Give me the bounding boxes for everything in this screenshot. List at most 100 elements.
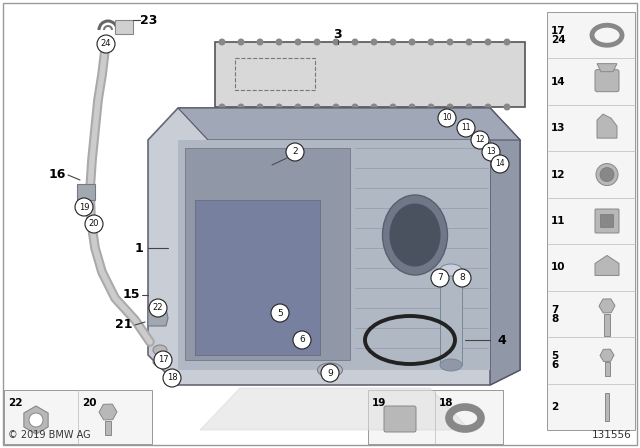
Circle shape: [294, 39, 301, 46]
Circle shape: [237, 39, 244, 46]
Bar: [235, 58, 315, 90]
Circle shape: [237, 103, 244, 111]
Ellipse shape: [390, 204, 440, 266]
Circle shape: [333, 103, 339, 111]
Text: 2: 2: [292, 147, 298, 156]
Text: 7: 7: [551, 305, 558, 315]
Text: 3: 3: [333, 29, 342, 42]
Text: 20: 20: [82, 398, 97, 408]
Text: 131556: 131556: [592, 430, 632, 440]
Polygon shape: [148, 308, 168, 326]
Circle shape: [504, 39, 511, 46]
Text: 10: 10: [442, 113, 452, 122]
FancyBboxPatch shape: [595, 209, 619, 233]
Circle shape: [447, 39, 454, 46]
Bar: [547, 12, 635, 430]
Text: 12: 12: [551, 169, 566, 180]
Circle shape: [431, 269, 449, 287]
Bar: [4, 390, 152, 444]
Text: 19: 19: [372, 398, 387, 408]
Circle shape: [390, 103, 397, 111]
Ellipse shape: [440, 264, 462, 276]
Circle shape: [491, 155, 509, 173]
Text: 6: 6: [299, 336, 305, 345]
Circle shape: [321, 364, 339, 382]
Circle shape: [257, 39, 264, 46]
Polygon shape: [195, 200, 320, 355]
Polygon shape: [597, 114, 617, 138]
Text: 19: 19: [79, 202, 89, 211]
Circle shape: [447, 103, 454, 111]
Text: 15: 15: [122, 289, 140, 302]
FancyBboxPatch shape: [384, 406, 416, 432]
Circle shape: [218, 103, 225, 111]
Text: 23: 23: [140, 13, 157, 26]
Circle shape: [333, 39, 339, 46]
Text: 14: 14: [551, 77, 566, 86]
Text: © 2019 BMW AG: © 2019 BMW AG: [8, 430, 91, 440]
Polygon shape: [200, 388, 470, 430]
Circle shape: [275, 103, 282, 111]
Text: 9: 9: [327, 369, 333, 378]
Text: 7: 7: [437, 273, 443, 283]
Circle shape: [29, 413, 43, 427]
Text: 24: 24: [100, 39, 111, 48]
Text: 1: 1: [134, 241, 143, 254]
Circle shape: [465, 103, 472, 111]
Circle shape: [471, 131, 489, 149]
Text: 12: 12: [476, 135, 484, 145]
Polygon shape: [490, 108, 520, 385]
Text: 11: 11: [551, 216, 566, 226]
Circle shape: [85, 215, 103, 233]
Text: 18: 18: [166, 374, 177, 383]
Circle shape: [482, 143, 500, 161]
Text: 17: 17: [551, 26, 566, 36]
Bar: [605, 362, 609, 376]
Ellipse shape: [317, 363, 342, 377]
Circle shape: [286, 143, 304, 161]
Circle shape: [271, 304, 289, 322]
Circle shape: [484, 39, 492, 46]
Text: 18: 18: [439, 398, 454, 408]
Polygon shape: [185, 148, 350, 360]
Circle shape: [371, 103, 378, 111]
Circle shape: [408, 103, 415, 111]
Text: 21: 21: [115, 319, 133, 332]
Bar: [77, 184, 95, 200]
Circle shape: [371, 39, 378, 46]
Text: 11: 11: [461, 124, 471, 133]
Text: 6: 6: [551, 360, 558, 370]
Bar: [368, 390, 503, 444]
Circle shape: [314, 39, 321, 46]
Circle shape: [465, 39, 472, 46]
Circle shape: [163, 369, 181, 387]
Bar: [215, 42, 525, 107]
Ellipse shape: [600, 168, 614, 181]
Circle shape: [257, 103, 264, 111]
Text: 22: 22: [8, 398, 22, 408]
Text: 22: 22: [153, 303, 163, 313]
Text: 13: 13: [551, 123, 566, 133]
Circle shape: [154, 351, 172, 369]
Circle shape: [293, 331, 311, 349]
Circle shape: [428, 39, 435, 46]
Text: 2: 2: [551, 402, 558, 412]
Circle shape: [408, 39, 415, 46]
Ellipse shape: [440, 359, 462, 371]
Polygon shape: [595, 255, 619, 276]
Text: 5: 5: [551, 351, 558, 362]
Circle shape: [75, 198, 93, 216]
Circle shape: [97, 35, 115, 53]
Circle shape: [428, 103, 435, 111]
Circle shape: [453, 269, 471, 287]
Text: 17: 17: [157, 356, 168, 365]
Bar: [115, 20, 133, 34]
Text: 4: 4: [497, 333, 506, 346]
Polygon shape: [178, 108, 520, 140]
Text: 8: 8: [551, 314, 558, 324]
Circle shape: [504, 103, 511, 111]
Polygon shape: [178, 140, 490, 370]
Ellipse shape: [383, 195, 447, 275]
Bar: [605, 393, 609, 421]
Circle shape: [351, 103, 358, 111]
